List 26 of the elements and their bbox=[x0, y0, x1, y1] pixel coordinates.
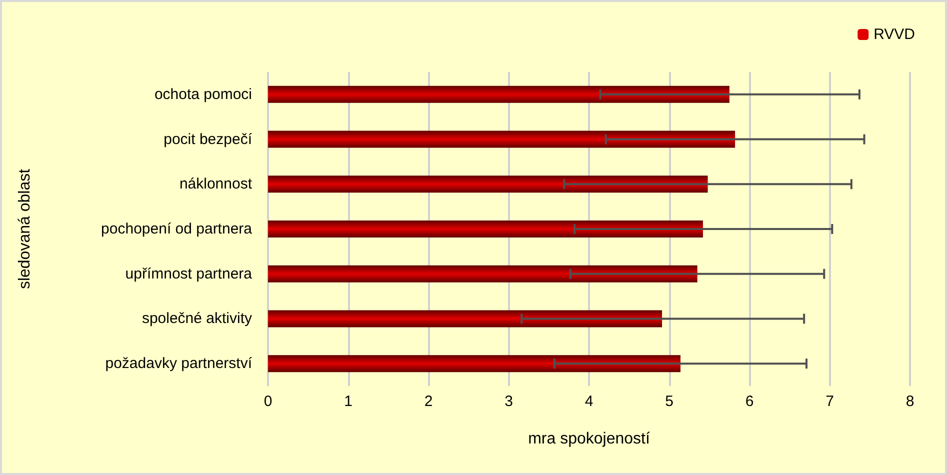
y-tick-label: náklonnost bbox=[179, 176, 253, 193]
y-tick-label: upřímnost partnera bbox=[125, 265, 253, 282]
y-tick-label: pocit bezpečí bbox=[164, 130, 253, 148]
x-tick-label: 0 bbox=[264, 393, 272, 410]
x-tick-label: 6 bbox=[745, 393, 754, 410]
bar bbox=[268, 310, 662, 328]
y-axis-title: sledovaná oblast bbox=[16, 168, 34, 290]
x-axis-title: mra spokojeností bbox=[528, 430, 650, 448]
bar bbox=[268, 176, 708, 193]
bar bbox=[268, 220, 703, 238]
y-tick-label: požadavky partnerství bbox=[105, 355, 253, 372]
x-tick-label: 8 bbox=[906, 393, 914, 410]
x-tick-label: 5 bbox=[665, 393, 674, 410]
x-tick-label: 4 bbox=[584, 393, 594, 410]
bar bbox=[268, 265, 698, 282]
x-tick-label: 3 bbox=[504, 393, 513, 410]
bar bbox=[268, 355, 680, 372]
y-tick-label: pochopení od partnera bbox=[101, 220, 253, 238]
bar bbox=[268, 130, 736, 148]
y-tick-label: společné aktivity bbox=[142, 310, 252, 328]
x-tick-label: 1 bbox=[344, 393, 352, 410]
x-tick-label: 2 bbox=[424, 393, 433, 410]
x-tick-label: 7 bbox=[826, 393, 834, 410]
legend-label: RVVD bbox=[874, 26, 916, 43]
y-tick-label: ochota pomoci bbox=[154, 86, 252, 103]
bar bbox=[268, 86, 730, 103]
